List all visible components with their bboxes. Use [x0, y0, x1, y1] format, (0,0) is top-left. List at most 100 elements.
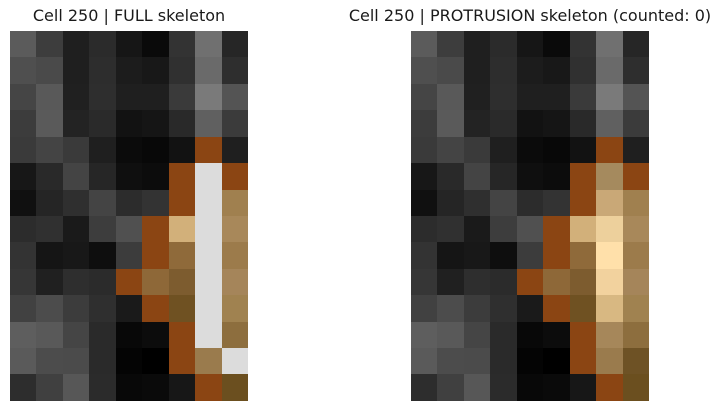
- pixel-cell: [10, 242, 37, 269]
- pixel-cell: [490, 83, 517, 111]
- pixel-cell: [596, 268, 623, 296]
- pixel-cell: [89, 31, 116, 58]
- pixel-cell: [89, 268, 116, 296]
- pixel-cell: [62, 110, 90, 137]
- pixel-cell: [569, 295, 597, 322]
- pixel-cell: [463, 136, 491, 164]
- pixel-cell: [622, 163, 649, 190]
- pixel-cell: [221, 348, 248, 375]
- pixel-cell: [36, 242, 63, 269]
- pixel-cell: [10, 374, 37, 401]
- pixel-cell: [221, 215, 248, 243]
- pixel-cell: [622, 215, 649, 243]
- pixel-cell: [221, 268, 248, 296]
- pixel-cell: [89, 57, 116, 84]
- pixel-cell: [569, 348, 597, 375]
- pixel-cell: [437, 348, 464, 375]
- pixel-cell: [543, 215, 570, 243]
- pixel-cell: [490, 31, 517, 58]
- pixel-cell: [463, 374, 491, 401]
- pixel-cell: [543, 83, 570, 111]
- pixel-cell: [168, 57, 196, 84]
- pixel-cell: [490, 189, 517, 216]
- pixel-cell: [62, 321, 90, 349]
- pixel-cell: [115, 163, 143, 190]
- pixel-cell: [115, 348, 143, 375]
- pixel-cell: [569, 110, 597, 137]
- pixel-cell: [622, 57, 649, 84]
- pixel-cell: [569, 268, 597, 296]
- pixel-cell: [10, 295, 37, 322]
- pixel-cell: [516, 110, 544, 137]
- pixel-cell: [89, 110, 116, 137]
- pixel-cell: [36, 110, 63, 137]
- pixel-cell: [195, 163, 222, 190]
- pixel-cell: [89, 348, 116, 375]
- pixel-cell: [596, 321, 623, 349]
- pixel-cell: [62, 136, 90, 164]
- pixel-cell: [569, 374, 597, 401]
- pixel-cell: [10, 163, 37, 190]
- pixel-cell: [10, 321, 37, 349]
- pixel-cell: [10, 268, 37, 296]
- pixel-cell: [516, 163, 544, 190]
- pixel-cell: [490, 163, 517, 190]
- pixel-cell: [622, 268, 649, 296]
- pixel-cell: [62, 348, 90, 375]
- pixel-cell: [36, 321, 63, 349]
- pixel-cell: [437, 374, 464, 401]
- pixel-cell: [596, 136, 623, 164]
- pixel-cell: [142, 163, 169, 190]
- pixel-cell: [36, 295, 63, 322]
- pixel-cell: [437, 189, 464, 216]
- pixel-cell: [411, 348, 438, 375]
- pixel-cell: [36, 215, 63, 243]
- pixel-cell: [62, 83, 90, 111]
- pixel-cell: [516, 321, 544, 349]
- pixel-cell: [463, 57, 491, 84]
- pixel-cell: [115, 189, 143, 216]
- pixel-cell: [516, 136, 544, 164]
- pixel-cell: [142, 110, 169, 137]
- pixel-cell: [142, 83, 169, 111]
- pixel-cell: [463, 189, 491, 216]
- pixel-cell: [463, 163, 491, 190]
- pixel-cell: [411, 268, 438, 296]
- pixel-cell: [89, 321, 116, 349]
- pixel-cell: [142, 57, 169, 84]
- pixel-cell: [463, 110, 491, 137]
- pixel-cell: [516, 268, 544, 296]
- pixel-cell: [569, 57, 597, 84]
- pixel-cell: [195, 295, 222, 322]
- pixel-cell: [622, 374, 649, 401]
- pixel-cell: [490, 215, 517, 243]
- pixel-cell: [463, 321, 491, 349]
- pixel-cell: [62, 295, 90, 322]
- pixel-cell: [168, 136, 196, 164]
- pixel-cell: [142, 268, 169, 296]
- pixel-cell: [168, 31, 196, 58]
- pixel-cell: [596, 31, 623, 58]
- pixel-cell: [596, 189, 623, 216]
- pixel-cell: [10, 215, 37, 243]
- pixel-cell: [221, 321, 248, 349]
- pixel-cell: [36, 83, 63, 111]
- pixel-cell: [490, 321, 517, 349]
- protrusion-skeleton-image: [411, 31, 649, 401]
- pixel-cell: [463, 215, 491, 243]
- pixel-cell: [622, 295, 649, 322]
- pixel-cell: [195, 268, 222, 296]
- pixel-cell: [516, 348, 544, 375]
- pixel-cell: [10, 31, 37, 58]
- pixel-cell: [516, 83, 544, 111]
- pixel-cell: [62, 268, 90, 296]
- pixel-cell: [622, 83, 649, 111]
- pixel-cell: [490, 374, 517, 401]
- pixel-cell: [36, 136, 63, 164]
- panel-title-full-skeleton: Cell 250 | FULL skeleton: [32, 6, 226, 25]
- pixel-cell: [89, 215, 116, 243]
- pixel-cell: [221, 189, 248, 216]
- pixel-cell: [516, 242, 544, 269]
- pixel-cell: [142, 215, 169, 243]
- pixel-cell: [89, 136, 116, 164]
